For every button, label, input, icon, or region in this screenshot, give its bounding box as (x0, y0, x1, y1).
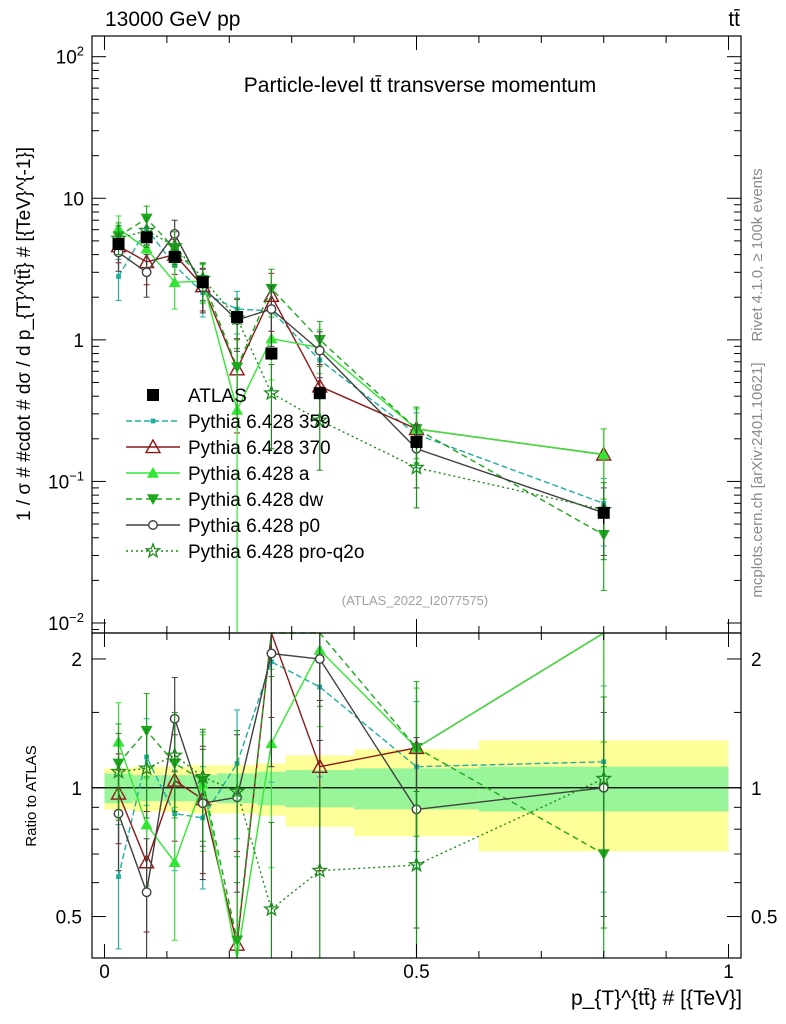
ratio-point (263, 900, 280, 917)
series-line (117, 227, 604, 505)
series-pythia-6-428-370 (110, 232, 612, 500)
legend-label: ATLAS (188, 386, 247, 407)
legend-marker (147, 467, 159, 478)
watermark: (ATLAS_2022_I2077575) (342, 593, 488, 608)
rivet-label: Rivet 4.1.0, ≥ 100k events (749, 168, 766, 341)
data-point (263, 384, 280, 401)
data-point (265, 347, 278, 360)
data-point (140, 231, 153, 244)
legend-label: Pythia 6.428 359 (188, 412, 331, 433)
legend-label: Pythia 6.428 p0 (188, 516, 320, 537)
data-point (112, 238, 125, 251)
data-point (231, 362, 244, 374)
data-point (231, 311, 244, 324)
ratio-tick-label: 2 (71, 650, 82, 671)
ratio-tick-label: 0.5 (56, 908, 82, 929)
legend-marker (147, 389, 159, 401)
ratio-point (110, 762, 127, 779)
legend-item: Pythia 6.428 pro-q2o (126, 542, 364, 563)
legend-label: Pythia 6.428 pro-q2o (188, 542, 364, 563)
x-tick-label: 0.5 (403, 962, 429, 983)
ratio-panel: 0.5 0.5 1 1 2 2 (56, 632, 777, 959)
x-axis-label: p_{T}^{tt̄} # [{TeV}] (571, 987, 742, 1010)
legend-item: Pythia 6.428 370 (126, 438, 331, 459)
y-tick-label: 1 (73, 331, 84, 352)
data-point (313, 387, 326, 400)
ratio-point (408, 856, 425, 873)
legend-item: ATLAS (147, 386, 247, 407)
data-point (410, 435, 423, 448)
ratio-y-label: Ratio to ATLAS (23, 745, 40, 846)
ratio-tick-label: 1 (71, 779, 82, 800)
legend-item: Pythia 6.428 dw (126, 490, 323, 511)
source-label: mcplots.cern.ch [arXiv:2401.10621] (749, 362, 766, 597)
legend-item: Pythia 6.428 359 (126, 412, 331, 433)
x-tick-label: 0 (99, 962, 110, 983)
ratio-point (266, 648, 277, 659)
ratio-point (311, 861, 329, 878)
x-tick-label: 1 (723, 962, 734, 983)
ratio-point (595, 769, 613, 786)
legend-marker (144, 542, 162, 559)
legend-marker (150, 418, 156, 424)
data-point (597, 448, 610, 460)
legend-item: Pythia 6.428 p0 (126, 516, 320, 537)
data-point (408, 458, 425, 475)
data-point (314, 345, 325, 356)
data-point (311, 411, 329, 428)
data-point (196, 276, 209, 289)
legend-label: Pythia 6.428 a (188, 464, 310, 485)
ratio-tick-label: 0.5 (751, 908, 777, 929)
ratio-point (168, 856, 181, 867)
ratio-point (311, 758, 328, 773)
legend: ATLAS Pythia 6.428 359 Pythia 6.428 370 Pyt… (126, 386, 364, 563)
y-tick-label: 10−2 (48, 610, 84, 635)
main-title: Particle-level tt̄ transverse momentum (244, 74, 596, 97)
ratio-point (140, 818, 153, 830)
ratio-series-pythia-6-428-pro-q2o (110, 696, 613, 959)
data-point (168, 276, 181, 288)
data-point (266, 304, 277, 315)
process-label: tt̄ (728, 8, 740, 31)
legend-label: Pythia 6.428 370 (188, 438, 331, 459)
ratio-tick-label: 1 (751, 779, 762, 800)
data-point (140, 242, 153, 254)
data-point (141, 267, 152, 278)
legend-marker (144, 438, 162, 454)
energy-label: 13000 GeV pp (105, 8, 240, 31)
legend-label: Pythia 6.428 dw (188, 490, 323, 511)
ratio-point (116, 874, 121, 879)
y-tick-label: 10−1 (48, 468, 84, 493)
ratio-point (228, 782, 246, 799)
ratio-point (141, 887, 152, 898)
main-panel: 10−2 10−1 1 10 102 (48, 35, 742, 635)
data-point (116, 274, 121, 279)
legend-marker (148, 520, 158, 530)
y-axis-label: 1 / σ # #cdot # dσ / d p_{T}^{tt̄} # [{T… (14, 147, 35, 521)
ratio-line (117, 660, 604, 877)
data-point (166, 237, 184, 254)
legend-marker (147, 494, 159, 505)
y-tick-label: 10 (63, 189, 84, 210)
ratio-tick-label: 2 (751, 650, 762, 671)
ratio-point (166, 746, 184, 763)
ratio-point (314, 654, 325, 664)
ratio-point (194, 768, 212, 785)
legend-item: Pythia 6.428 a (126, 464, 310, 485)
ratio-point (138, 759, 156, 776)
data-point (597, 506, 610, 519)
data-point (168, 250, 181, 263)
y-tick-label: 102 (56, 44, 84, 69)
ratio-point (231, 935, 244, 947)
series-atlas (112, 231, 610, 525)
